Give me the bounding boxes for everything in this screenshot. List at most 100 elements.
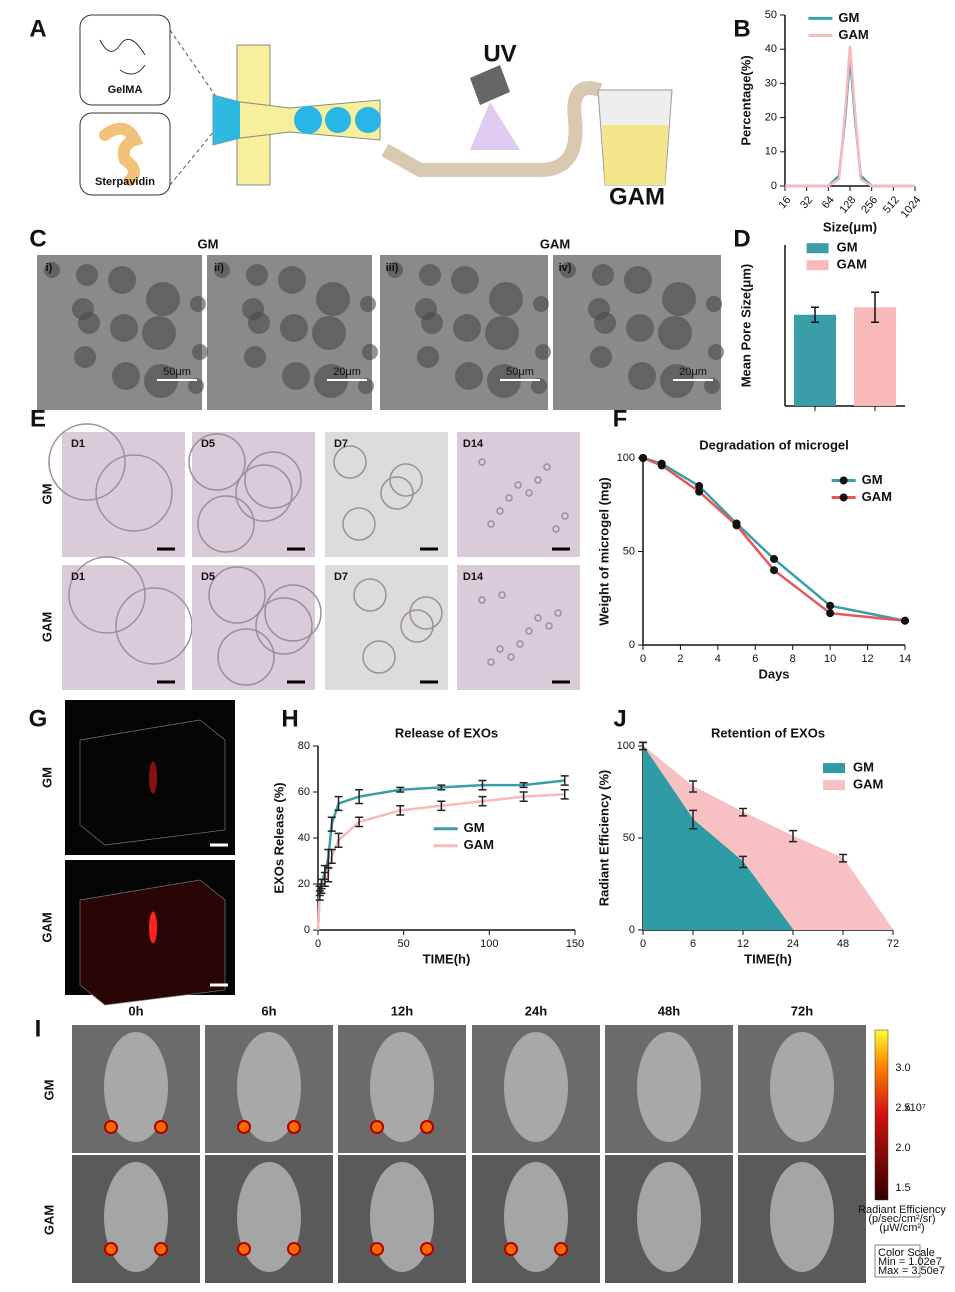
area-fill (643, 746, 793, 930)
droplet (294, 106, 322, 134)
sem-pore (316, 282, 350, 316)
marker (770, 566, 778, 575)
scale-box (874, 1244, 921, 1278)
error-bar (839, 853, 847, 863)
y-axis-label: EXOs Release (%) (271, 782, 286, 893)
error-bar (396, 805, 405, 816)
error-bar (689, 809, 697, 830)
sem-pore (489, 282, 523, 316)
microgel (534, 476, 542, 484)
y-tick-label: 100 (617, 740, 635, 752)
label: 20μm (679, 366, 707, 378)
sem-pore (282, 362, 310, 390)
sem-pore (112, 362, 140, 390)
y-tick-label: 40 (765, 43, 777, 55)
error-bar (315, 890, 324, 901)
microgel (208, 566, 266, 624)
legend-label: GAM (862, 489, 892, 504)
y-tick-label: 0 (304, 924, 310, 936)
y-tick-label: 20 (298, 878, 310, 890)
sem-pore (628, 362, 656, 390)
sem-pore (244, 346, 266, 368)
label: Max = 3.50e7 (878, 1265, 945, 1277)
label: x10⁷ (904, 1102, 926, 1114)
sem-pore (708, 344, 724, 360)
microgel (496, 645, 504, 653)
microgel (95, 454, 173, 532)
mouse (370, 1162, 434, 1272)
label: 20μm (333, 366, 361, 378)
microgel (68, 556, 146, 634)
marker (770, 554, 778, 563)
microgel (487, 520, 495, 528)
x-tick-label: 6 (752, 653, 758, 665)
mouse (504, 1162, 568, 1272)
microgel (545, 622, 553, 630)
nozzle (213, 95, 240, 145)
confocal-signal (149, 761, 157, 794)
micrograph (457, 432, 580, 557)
label: D1 (71, 438, 85, 450)
panel-letter: D (733, 225, 750, 252)
sem-pore (387, 262, 403, 278)
gelma-box (79, 14, 171, 106)
error-bar (811, 306, 819, 324)
legend-label: GM (838, 10, 859, 25)
label: 0h (128, 1003, 143, 1018)
signal (237, 1120, 251, 1134)
legend-label: GM (837, 240, 858, 255)
microgel (505, 494, 513, 502)
signal (104, 1242, 118, 1256)
marker (901, 616, 909, 625)
label: Color Scale (878, 1247, 935, 1259)
x-tick-label: 0 (640, 938, 646, 950)
sem-pore (535, 344, 551, 360)
x-axis-label: TIME(h) (423, 951, 471, 966)
microgel (554, 609, 562, 617)
signal (554, 1242, 568, 1256)
sem-pore (108, 266, 136, 294)
y-tick-label: 50 (623, 545, 635, 557)
y-axis-label: Weight of microgel (mg) (596, 477, 611, 626)
sem-pore (146, 282, 180, 316)
sem-pore (214, 262, 230, 278)
line (785, 45, 915, 188)
error-bar (519, 791, 528, 802)
chart-title: Degradation of microgel (699, 437, 849, 452)
legend-label: GAM (837, 257, 867, 272)
sem-pore (190, 296, 206, 312)
error-bar (478, 779, 487, 791)
x-tick-label: 4 (715, 653, 721, 665)
sem-pore (453, 314, 481, 342)
microgel (496, 507, 504, 515)
error-bar (560, 775, 569, 786)
sem-pore (242, 298, 264, 320)
y-axis-label: Mean Pore Size(μm) (738, 264, 753, 388)
x-tick-label: 2 (677, 653, 683, 665)
x-tick-label: 50 (398, 938, 410, 950)
label: GM (39, 767, 54, 788)
label: UV (483, 40, 516, 67)
label: Radiant Efficiency (858, 1204, 946, 1216)
sem-pore (658, 316, 692, 350)
y-tick-label: 100 (617, 452, 635, 464)
error-bar (334, 832, 343, 848)
signal (154, 1242, 168, 1256)
y-tick-label: 20 (765, 112, 777, 124)
uv-light (470, 102, 520, 150)
micrograph (325, 565, 448, 690)
micrograph (325, 432, 448, 557)
y-tick-label: 10 (765, 146, 777, 158)
microgel (534, 614, 542, 622)
microgel (400, 609, 434, 643)
sem-pore (624, 266, 652, 294)
label: 48h (658, 1003, 680, 1018)
droplet (355, 107, 381, 133)
label: D14 (463, 571, 484, 583)
microgel (507, 653, 515, 661)
strep-shape (99, 122, 144, 186)
panel-letter: E (30, 405, 46, 432)
label: 6h (261, 1003, 276, 1018)
sem-pore (451, 266, 479, 294)
mouse (104, 1162, 168, 1272)
